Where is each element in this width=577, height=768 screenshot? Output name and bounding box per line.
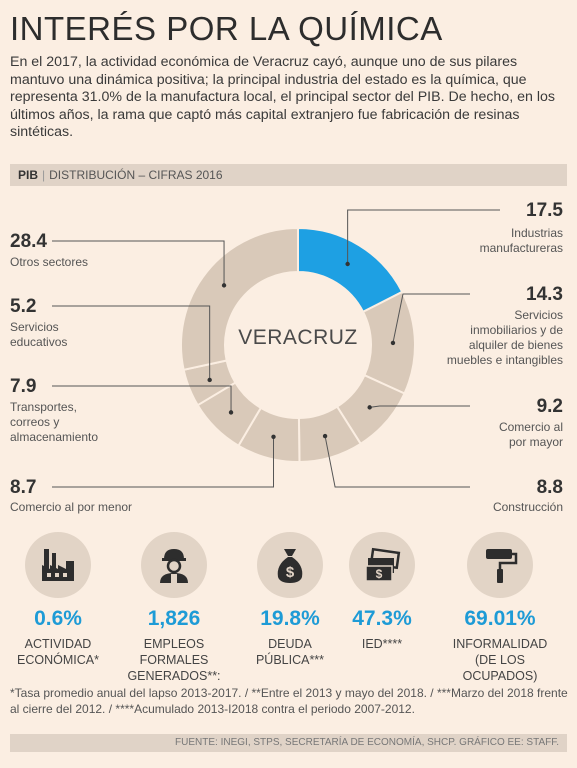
leader-dot (221, 283, 227, 288)
value-otros: 28.4 (10, 231, 47, 252)
leader-line (347, 209, 500, 264)
caption-line: GENERADOS**: (127, 669, 221, 683)
worker-icon (141, 532, 207, 598)
value-menor: 8.7 (10, 477, 37, 498)
value-inmobiliarios: 14.3 (526, 284, 563, 305)
indicators-row: 0.6% ACTIVIDAD ECONÓMICA* 1,826 EMPLEOS … (0, 532, 577, 683)
leader-dot (390, 340, 396, 346)
indicator-caption: INFORMALIDAD (DE LOS OCUPADOS) (436, 636, 564, 684)
donut-center-label: VERACRUZ (238, 326, 358, 349)
leader-line (52, 385, 232, 413)
label-line: inmobiliarios y de (470, 323, 563, 337)
indicator-actividad: 0.6% ACTIVIDAD ECONÓMICA* (0, 532, 116, 668)
indicator-caption: DEUDA PÚBLICA*** (232, 636, 348, 668)
leader-dot (322, 433, 328, 439)
label-line: muebles e intangibles (446, 353, 563, 367)
page-title: INTERÉS POR LA QUÍMICA (10, 10, 443, 47)
caption-line: DEUDA (268, 637, 312, 651)
indicator-caption: ACTIVIDAD ECONÓMICA* (0, 636, 116, 668)
label-line: alquiler de bienes (468, 338, 563, 352)
label-mayor: Comercio al por mayor (499, 420, 563, 450)
caption-line: ECONÓMICA* (17, 653, 99, 667)
leader-line (392, 293, 470, 344)
label-otros: Otros sectores (10, 255, 88, 270)
caption-line: EMPLEOS FORMALES (139, 637, 209, 667)
label-line: Otros sectores (10, 255, 89, 269)
indicator-empleos: 1,826 EMPLEOS FORMALES GENERADOS**: (112, 532, 236, 684)
svg-text:$: $ (376, 567, 383, 581)
leader-dot (271, 434, 276, 439)
donut-slice (180, 226, 299, 371)
indicator-caption: EMPLEOS FORMALES GENERADOS**: (112, 636, 236, 684)
donut-svg (52, 209, 500, 488)
label-line: educativos (10, 335, 68, 349)
label-line: Servicios (10, 320, 59, 334)
indicator-value: 69.01% (464, 607, 536, 630)
section-subtitle: DISTRIBUCIÓN – CIFRAS 2016 (49, 168, 223, 182)
money-bag-icon: $ (257, 532, 323, 598)
label-line: Industrias (510, 226, 563, 240)
caption-line: ACTIVIDAD (24, 637, 92, 651)
leader-dot (228, 410, 234, 415)
label-manufactureras: Industrias manufactureras (480, 226, 563, 256)
leader-dot (367, 405, 372, 410)
label-line: Servicios (514, 308, 563, 322)
gdp-donut-chart: VERACRUZ 17.5 Industrias manufactureras … (0, 190, 577, 530)
indicator-value: 47.3% (352, 607, 412, 630)
indicator-informalidad: 69.01% INFORMALIDAD (DE LOS OCUPADOS) (436, 532, 564, 684)
svg-text:$: $ (286, 564, 295, 581)
value-transportes: 7.9 (10, 376, 37, 397)
caption-line: INFORMALIDAD (452, 637, 548, 651)
intro-paragraph: En el 2017, la actividad económica de Ve… (10, 54, 555, 141)
value-manufactureras: 17.5 (526, 200, 563, 221)
label-line: Construcción (492, 500, 563, 514)
indicator-caption: IED**** (324, 636, 440, 652)
leader-line (369, 405, 470, 408)
label-line: por mayor (508, 435, 563, 449)
label-construccion: Construcción (493, 500, 563, 515)
value-construccion: 8.8 (536, 477, 563, 498)
label-line: Transportes, (10, 400, 77, 414)
label-line: Comercio al por menor (10, 500, 133, 514)
value-educativos: 5.2 (10, 296, 37, 317)
source-bar: FUENTE: INEGI, STPS, SECRETARÍA DE ECONO… (10, 734, 567, 752)
caption-line: (DE LOS OCUPADOS) (462, 653, 538, 683)
indicator-value: 1,826 (147, 607, 201, 630)
factory-icon (25, 532, 91, 598)
indicator-value: 0.6% (34, 607, 82, 630)
section-tag: PIB (18, 168, 39, 182)
label-line: Comercio al (498, 420, 563, 434)
indicator-value: 19.8% (260, 607, 320, 630)
section-header: PIB | DISTRIBUCIÓN – CIFRAS 2016 (10, 164, 567, 186)
label-menor: Comercio al por menor (10, 500, 132, 515)
caption-line: IED**** (361, 637, 403, 651)
label-line: correos y (10, 415, 60, 429)
leader-line (52, 240, 225, 286)
label-line: manufactureras (479, 241, 563, 255)
label-transportes: Transportes, correos y almacenamiento (10, 400, 98, 445)
label-line: almacenamiento (10, 430, 99, 444)
paint-roller-icon (467, 532, 533, 598)
leader-line (52, 436, 275, 488)
caption-line: PÚBLICA*** (255, 653, 325, 667)
label-educativos: Servicios educativos (10, 320, 67, 350)
leader-dot (207, 377, 212, 383)
label-inmobiliarios: Servicios inmobiliarios y de alquiler de… (447, 308, 563, 368)
section-divider: | (42, 168, 46, 182)
leader-line (324, 435, 470, 488)
indicator-ied: $ 47.3% IED**** (324, 532, 440, 652)
banknotes-icon: $ (349, 532, 415, 598)
leader-line (52, 305, 211, 380)
footnotes: *Tasa promedio anual del lapso 2013-2017… (10, 686, 568, 716)
leader-dot (345, 261, 350, 267)
indicator-deuda: $ 19.8% DEUDA PÚBLICA*** (232, 532, 348, 668)
value-mayor: 9.2 (536, 396, 563, 417)
